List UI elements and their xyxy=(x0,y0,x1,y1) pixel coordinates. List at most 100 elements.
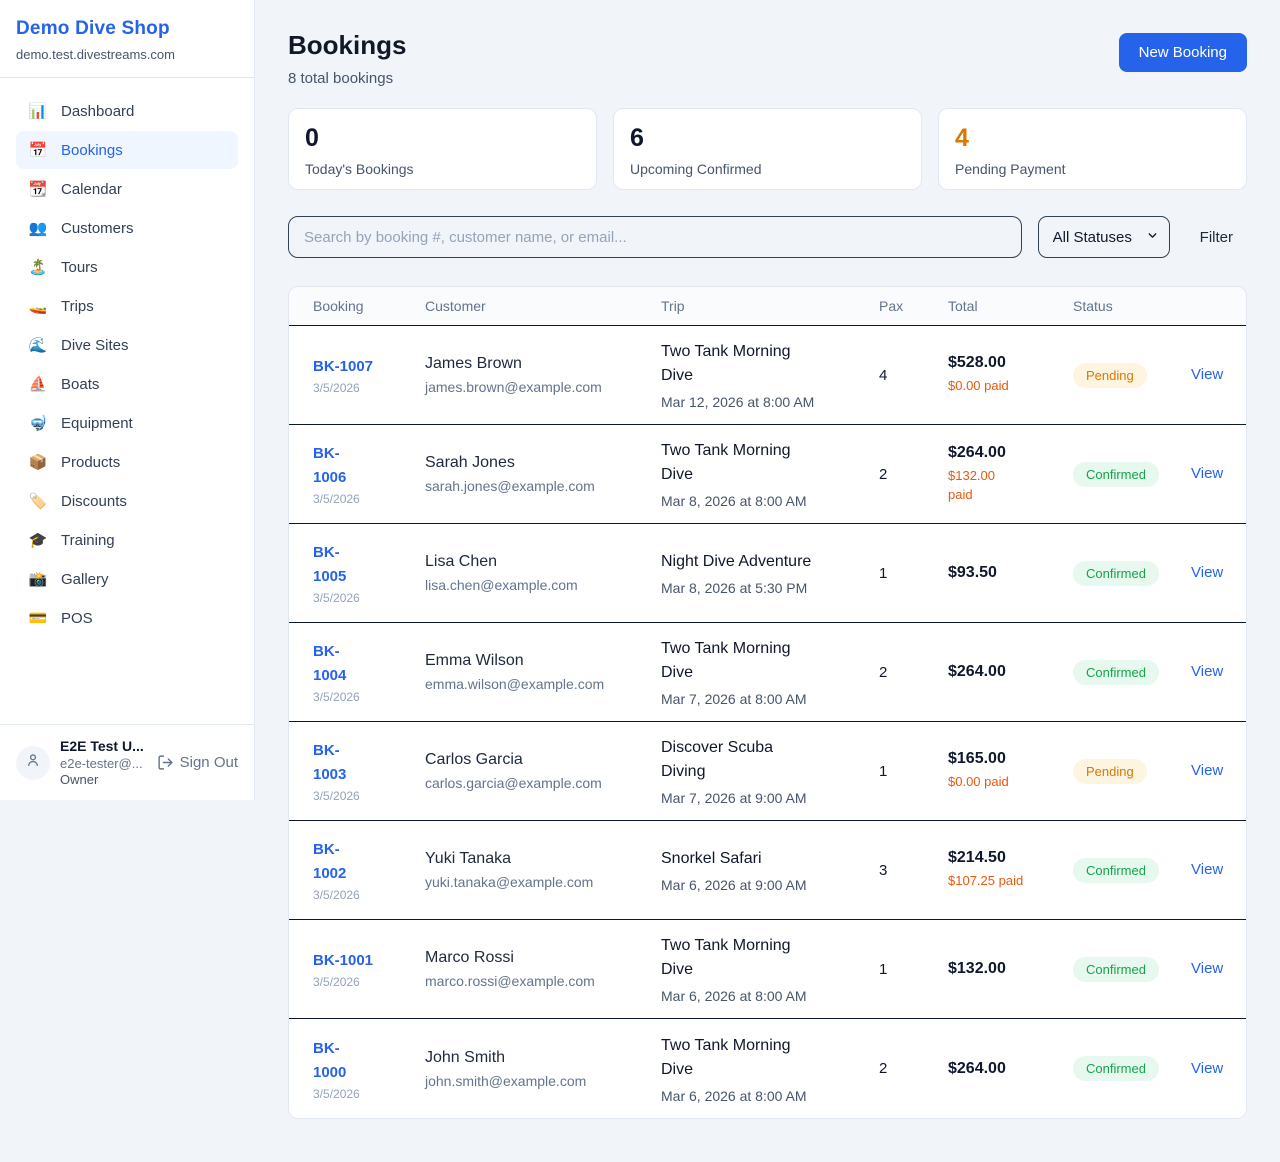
status-cell: Pending xyxy=(1073,362,1191,388)
status-badge: Confirmed xyxy=(1073,659,1159,685)
view-link[interactable]: View xyxy=(1191,861,1224,878)
sidebar-item-training[interactable]: 🎓 Training xyxy=(16,521,238,559)
trip-cell: Two Tank Morning Dive Mar 7, 2026 at 8:00… xyxy=(661,637,879,707)
paid-amount: $0.00 paid xyxy=(948,378,1009,394)
total-amount: $132.00 xyxy=(948,960,1006,977)
sidebar-item-customers[interactable]: 👥 Customers xyxy=(16,209,238,247)
filter-button[interactable]: Filter xyxy=(1186,229,1247,246)
paid-amount: $107.25 paid xyxy=(948,873,1024,889)
dashboard-icon: 📊 xyxy=(28,103,48,120)
customer-cell: Carlos Garcia carlos.garcia@example.com xyxy=(425,751,661,791)
stats-row: 0 Today's Bookings 6 Upcoming Confirmed 4 Pen… xyxy=(288,108,1247,190)
total-bookings-count: 8 total bookings xyxy=(288,70,394,87)
status-select[interactable]: All Statuses xyxy=(1037,216,1170,258)
sidebar-item-calendar[interactable]: 📆 Calendar xyxy=(16,170,238,208)
total-amount: $528.00 xyxy=(948,354,1006,372)
sidebar-header: Demo Dive Shop demo.test.divestreams.com xyxy=(0,0,254,78)
booking-id-link[interactable]: BK- 1002 xyxy=(313,841,347,882)
stat-value: 0 xyxy=(305,124,319,152)
sidebar-item-label: Dive Sites xyxy=(61,336,129,354)
user-role: Owner xyxy=(60,772,99,787)
trip-datetime: Mar 6, 2026 at 8:00 AM xyxy=(661,988,807,1004)
table-row: BK- 1004 3/5/2026 Emma Wilson emma.wilson@e… xyxy=(289,623,1246,722)
tours-icon: 🏝️ xyxy=(28,259,48,276)
stat-card-pending-payment: 4 Pending Payment xyxy=(938,108,1247,190)
booking-id-link[interactable]: BK- 1000 xyxy=(313,1039,347,1081)
sidebar-user-footer: E2E Test U... e2e-tester@... Owner Sign … xyxy=(0,724,254,800)
user-icon xyxy=(25,752,41,773)
search-input[interactable] xyxy=(288,216,1022,258)
view-link[interactable]: View xyxy=(1191,465,1224,482)
avatar xyxy=(16,745,50,780)
booking-id-link[interactable]: BK- 1003 xyxy=(313,742,347,783)
filter-controls: All Statuses Filter xyxy=(288,216,1247,258)
view-link[interactable]: View xyxy=(1191,564,1224,581)
sidebar-item-label: Equipment xyxy=(61,414,133,432)
sidebar-item-dashboard[interactable]: 📊 Dashboard xyxy=(16,92,238,130)
trip-cell: Two Tank Morning Dive Mar 6, 2026 at 8:00… xyxy=(661,934,879,1004)
sidebar-nav: 📊 Dashboard 📅 Bookings 📆 Calendar 👥 Customers 🏝️… xyxy=(0,78,254,724)
view-link[interactable]: View xyxy=(1191,663,1224,680)
customer-cell: Yuki Tanaka yuki.tanaka@example.com xyxy=(425,850,661,890)
sidebar-item-boats[interactable]: ⛵ Boats xyxy=(16,365,238,403)
trip-name: Discover Scuba Diving xyxy=(661,739,774,780)
column-header-booking: Booking xyxy=(313,298,364,314)
sidebar-item-bookings[interactable]: 📅 Bookings xyxy=(16,131,238,169)
pos-icon: 💳 xyxy=(28,610,48,627)
sidebar-item-gallery[interactable]: 📸 Gallery xyxy=(16,560,238,598)
pax-cell: 1 xyxy=(879,762,888,780)
sidebar-item-label: POS xyxy=(61,609,93,627)
column-header-customer: Customer xyxy=(425,298,486,314)
total-cell: $264.00 xyxy=(948,663,1073,681)
customer-email: marco.rossi@example.com xyxy=(425,973,595,989)
sign-out-button[interactable]: Sign Out xyxy=(157,754,238,771)
stat-card-upcoming-confirmed: 6 Upcoming Confirmed xyxy=(613,108,922,190)
trip-name: Snorkel Safari xyxy=(661,850,762,867)
booking-id-link[interactable]: BK-1007 xyxy=(313,358,374,375)
booking-id-link[interactable]: BK- 1005 xyxy=(313,544,347,585)
booking-date: 3/5/2026 xyxy=(313,690,360,704)
sidebar-item-pos[interactable]: 💳 POS xyxy=(16,599,238,637)
sidebar-item-trips[interactable]: 🚤 Trips xyxy=(16,287,238,325)
sidebar-item-label: Bookings xyxy=(61,141,123,159)
sidebar-item-label: Trips xyxy=(61,297,94,315)
sidebar-item-dive-sites[interactable]: 🌊 Dive Sites xyxy=(16,326,238,364)
view-link[interactable]: View xyxy=(1191,1059,1224,1077)
booking-cell: BK- 1006 3/5/2026 xyxy=(313,442,425,506)
total-cell: $264.00 $132.00 paid xyxy=(948,444,1073,505)
customer-name: Sarah Jones xyxy=(425,454,515,471)
booking-id-link[interactable]: BK- 1004 xyxy=(313,643,347,684)
booking-id-link[interactable]: BK- 1006 xyxy=(313,445,347,486)
column-header-total: Total xyxy=(948,298,978,314)
shop-name: Demo Dive Shop xyxy=(16,18,170,39)
trip-datetime: Mar 6, 2026 at 8:00 AM xyxy=(661,1087,807,1104)
column-header-trip: Trip xyxy=(661,298,685,314)
sidebar: Demo Dive Shop demo.test.divestreams.com… xyxy=(0,0,255,800)
view-link[interactable]: View xyxy=(1191,960,1224,977)
booking-cell: BK- 1004 3/5/2026 xyxy=(313,640,425,704)
booking-date: 3/5/2026 xyxy=(313,975,360,989)
sidebar-item-discounts[interactable]: 🏷️ Discounts xyxy=(16,482,238,520)
stat-label: Today's Bookings xyxy=(305,161,414,177)
booking-date: 3/5/2026 xyxy=(313,1086,360,1101)
customer-cell: Lisa Chen lisa.chen@example.com xyxy=(425,553,661,593)
sidebar-item-tours[interactable]: 🏝️ Tours xyxy=(16,248,238,286)
status-cell: Confirmed xyxy=(1073,1056,1191,1081)
sidebar-item-label: Dashboard xyxy=(61,102,135,120)
view-link[interactable]: View xyxy=(1191,366,1224,383)
booking-id-link[interactable]: BK-1001 xyxy=(313,952,374,969)
customer-name: Carlos Garcia xyxy=(425,751,523,768)
view-link[interactable]: View xyxy=(1191,762,1224,779)
trip-name: Two Tank Morning Dive xyxy=(661,442,791,483)
sidebar-item-equipment[interactable]: 🤿 Equipment xyxy=(16,404,238,442)
status-cell: Confirmed xyxy=(1073,956,1191,982)
new-booking-button[interactable]: New Booking xyxy=(1118,33,1247,72)
status-cell: Confirmed xyxy=(1073,857,1191,883)
table-row: BK-1001 3/5/2026 Marco Rossi marco.rossi@ex… xyxy=(289,920,1246,1019)
stat-label: Pending Payment xyxy=(955,161,1066,177)
stat-value: 6 xyxy=(630,124,644,152)
pax-cell: 2 xyxy=(879,465,888,483)
sidebar-item-products[interactable]: 📦 Products xyxy=(16,443,238,481)
training-icon: 🎓 xyxy=(28,532,48,549)
view-cell: View xyxy=(1191,1060,1223,1078)
